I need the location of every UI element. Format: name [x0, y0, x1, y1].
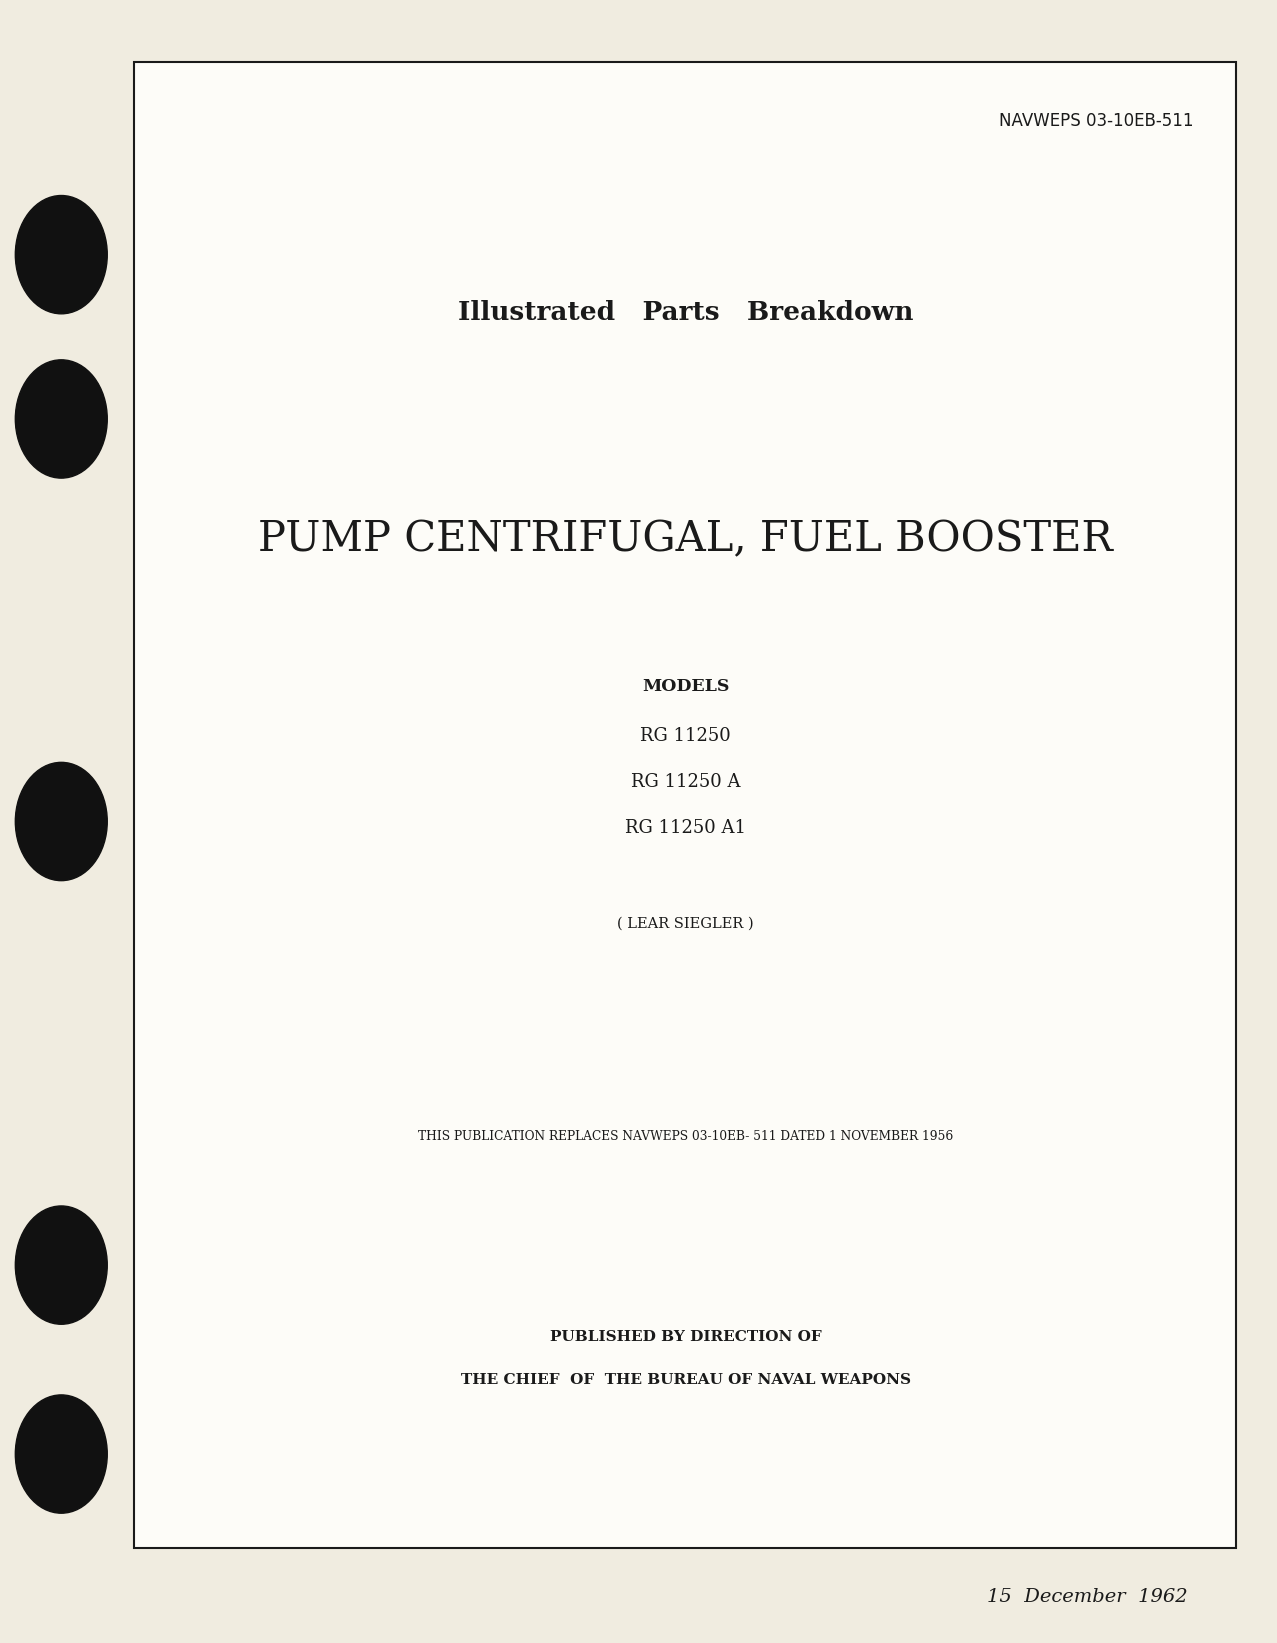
Text: MODELS: MODELS — [642, 679, 729, 695]
Text: 15  December  1962: 15 December 1962 — [987, 1589, 1188, 1605]
Text: RG 11250 A1: RG 11250 A1 — [626, 820, 746, 836]
Text: ( LEAR SIEGLER ): ( LEAR SIEGLER ) — [618, 917, 753, 930]
Text: THE CHIEF  OF  THE BUREAU OF NAVAL WEAPONS: THE CHIEF OF THE BUREAU OF NAVAL WEAPONS — [461, 1374, 911, 1387]
Circle shape — [15, 762, 107, 881]
Text: RG 11250 A: RG 11250 A — [631, 774, 741, 790]
Bar — [134, 62, 1236, 1548]
Text: NAVWEPS 03-10EB-511: NAVWEPS 03-10EB-511 — [1000, 112, 1194, 130]
Text: PUBLISHED BY DIRECTION OF: PUBLISHED BY DIRECTION OF — [550, 1331, 821, 1344]
Circle shape — [15, 360, 107, 478]
Text: RG 11250: RG 11250 — [640, 728, 732, 744]
Circle shape — [15, 1206, 107, 1324]
Circle shape — [15, 1395, 107, 1513]
Text: Illustrated   Parts   Breakdown: Illustrated Parts Breakdown — [458, 299, 913, 325]
Text: THIS PUBLICATION REPLACES NAVWEPS 03-10EB- 511 DATED 1 NOVEMBER 1956: THIS PUBLICATION REPLACES NAVWEPS 03-10E… — [418, 1130, 954, 1144]
Text: PUMP CENTRIFUGAL, FUEL BOOSTER: PUMP CENTRIFUGAL, FUEL BOOSTER — [258, 518, 1114, 560]
Circle shape — [15, 196, 107, 314]
